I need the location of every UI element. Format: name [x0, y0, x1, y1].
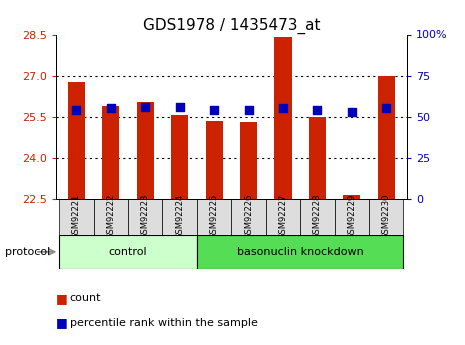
- Text: percentile rank within the sample: percentile rank within the sample: [70, 318, 258, 327]
- Point: [141, 104, 149, 109]
- Text: GSM92221: GSM92221: [72, 194, 81, 239]
- Bar: [309, 117, 326, 199]
- Text: ■: ■: [56, 292, 67, 305]
- Bar: [59, 235, 197, 269]
- Text: GSM92227: GSM92227: [279, 194, 287, 239]
- Bar: [378, 76, 395, 199]
- Text: GSM92222: GSM92222: [106, 194, 115, 239]
- Point: [383, 106, 390, 111]
- Title: GDS1978 / 1435473_at: GDS1978 / 1435473_at: [143, 18, 320, 34]
- Text: control: control: [109, 247, 147, 257]
- Bar: [206, 121, 223, 199]
- Text: GSM92225: GSM92225: [210, 194, 219, 239]
- Point: [245, 107, 252, 113]
- Bar: [128, 199, 162, 235]
- Bar: [369, 199, 404, 235]
- Bar: [300, 199, 335, 235]
- Point: [348, 109, 356, 115]
- Bar: [68, 82, 85, 199]
- Text: protocol: protocol: [5, 247, 50, 257]
- Bar: [197, 199, 232, 235]
- Text: GSM92224: GSM92224: [175, 194, 184, 239]
- Bar: [240, 122, 257, 199]
- Text: basonuclin knockdown: basonuclin knockdown: [237, 247, 364, 257]
- Text: GSM92228: GSM92228: [313, 194, 322, 239]
- Bar: [93, 199, 128, 235]
- Bar: [102, 106, 120, 199]
- Text: GSM92229: GSM92229: [347, 194, 356, 239]
- Bar: [137, 101, 154, 199]
- Point: [314, 107, 321, 113]
- Text: GSM92226: GSM92226: [244, 194, 253, 239]
- Text: GSM92223: GSM92223: [141, 194, 150, 239]
- Text: ■: ■: [56, 316, 67, 329]
- Bar: [162, 199, 197, 235]
- Bar: [274, 37, 292, 199]
- Text: count: count: [70, 294, 101, 303]
- Bar: [335, 199, 369, 235]
- Bar: [266, 199, 300, 235]
- Bar: [343, 195, 360, 199]
- Text: GSM92230: GSM92230: [382, 194, 391, 239]
- Bar: [59, 199, 93, 235]
- Point: [107, 106, 114, 111]
- Bar: [171, 115, 188, 199]
- Point: [210, 107, 218, 113]
- Point: [279, 106, 287, 111]
- Bar: [232, 199, 266, 235]
- Bar: [197, 235, 404, 269]
- Point: [176, 104, 183, 109]
- Point: [73, 107, 80, 113]
